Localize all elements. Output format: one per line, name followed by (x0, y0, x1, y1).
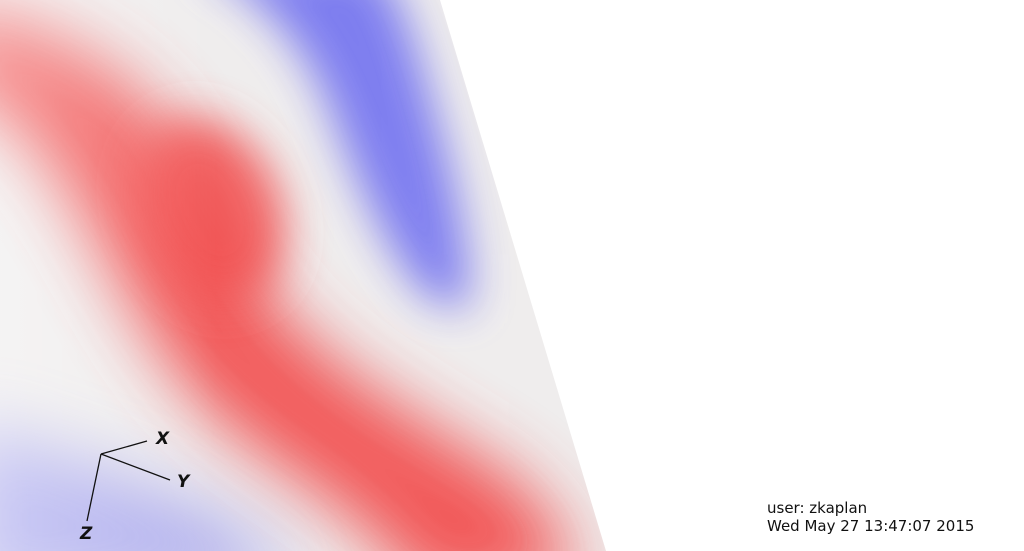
surface-edge-fade (0, 0, 606, 551)
orientation-axes: X Y Z (79, 429, 191, 544)
timestamp-annotation: Wed May 27 13:47:07 2015 (767, 517, 975, 535)
z-axis-line (86, 453, 102, 522)
annotation-text: user: zkaplan Wed May 27 13:47:07 2015 (767, 499, 974, 535)
y-axis-line (100, 453, 171, 481)
surface-group (0, 0, 606, 551)
x-axis-label: X (155, 429, 170, 449)
z-axis-label: Z (79, 524, 93, 544)
user-annotation: user: zkaplan (767, 499, 868, 517)
y-axis-label: Y (177, 472, 191, 492)
x-axis-line (100, 440, 148, 455)
